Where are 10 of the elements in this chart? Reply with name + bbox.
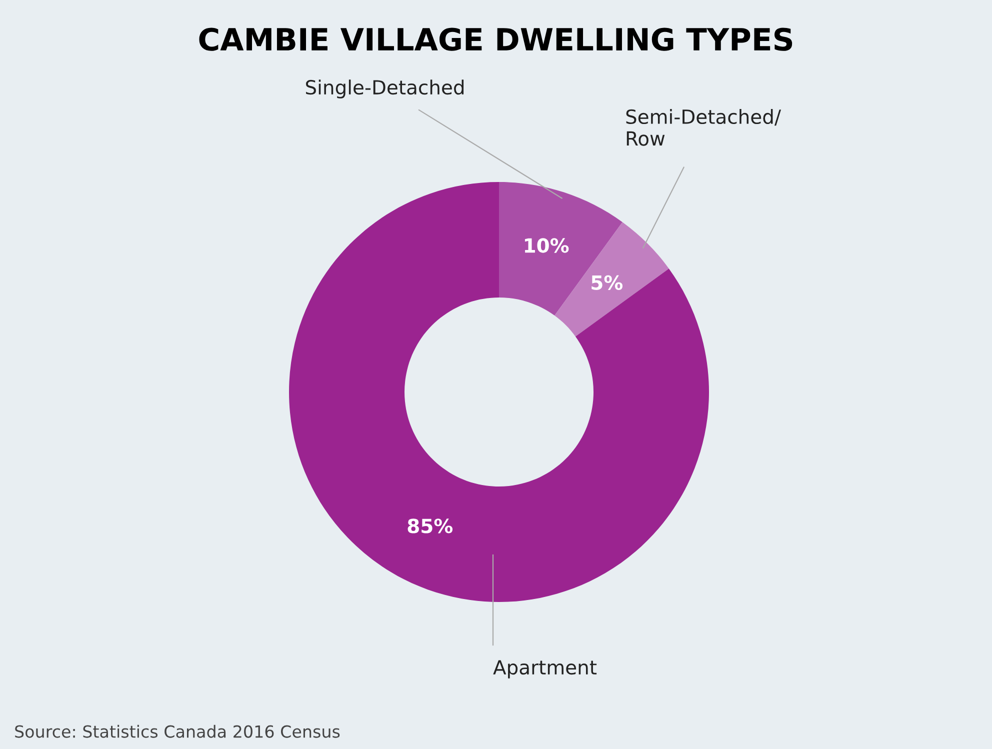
source-note: Source: Statistics Canada 2016 Census [15,724,340,738]
data-label: 5% [592,275,623,290]
donut-slice [289,182,709,602]
chart-title: CAMBIE VILLAGE DWELLING TYPES [199,28,792,51]
slice-label: Semi-Detached/ Row [626,109,782,146]
slice-label: Single-Detached [306,80,464,98]
donut-slice [499,182,622,316]
data-label: 85% [408,518,453,534]
slice-label: Apartment [493,660,597,678]
data-label: 10% [524,238,569,253]
